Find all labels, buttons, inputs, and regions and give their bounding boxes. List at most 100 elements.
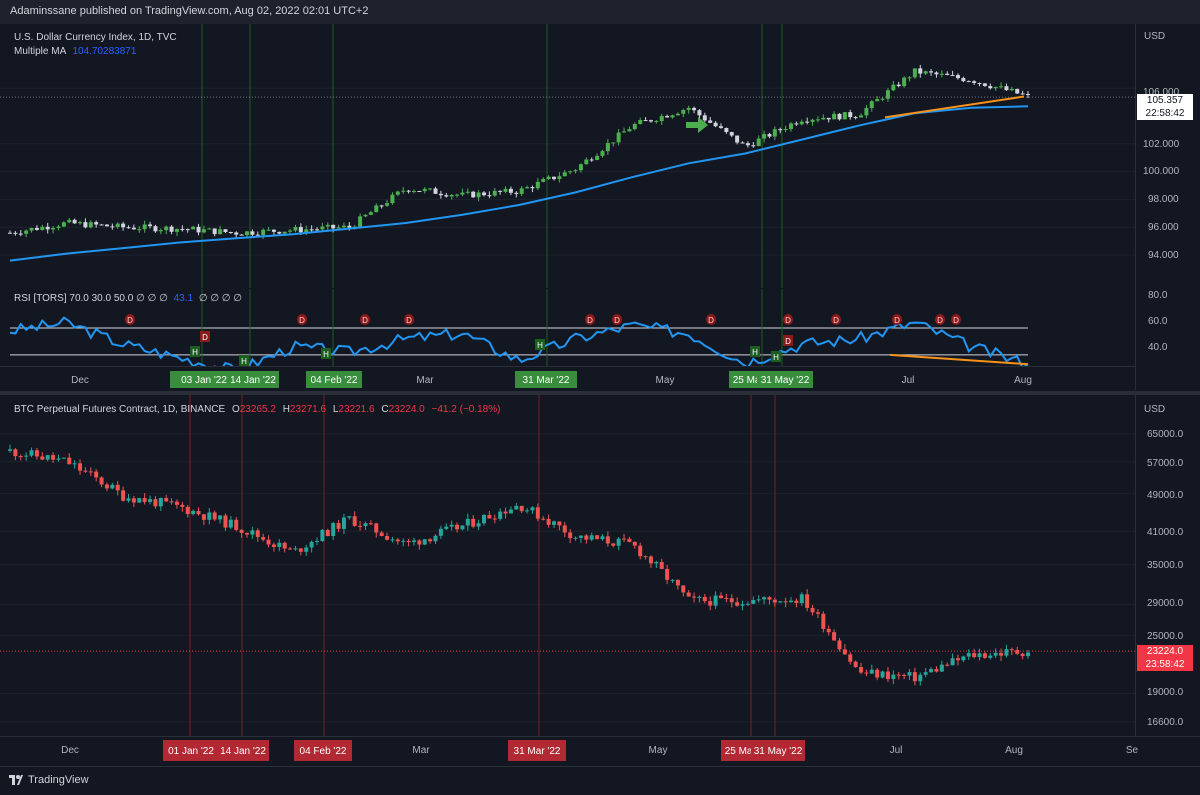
dxy-candle — [131, 227, 136, 230]
divergence-badge-d-label: D — [299, 316, 305, 325]
btc-candle — [115, 484, 120, 491]
btc-candle — [546, 518, 551, 525]
btc-candle — [589, 535, 594, 540]
dxy-chart[interactable] — [0, 24, 1135, 288]
divergence-badge-h — [190, 346, 200, 357]
btc-candle — [110, 484, 115, 489]
btc-candle — [756, 599, 761, 601]
btc-candle — [185, 506, 190, 515]
btc-candle — [325, 529, 330, 536]
published-text: Adaminssane published on TradingView.com… — [10, 5, 369, 17]
dxy-candle — [756, 138, 761, 146]
dxy-candle — [697, 110, 702, 116]
btc-candle — [358, 525, 363, 527]
btc-candle — [934, 669, 939, 672]
btc-candle — [24, 455, 29, 457]
date-marker-label: 31 Mar '22 — [523, 375, 570, 386]
date-marker-tag — [508, 740, 566, 761]
dxy-candle — [331, 224, 336, 229]
btc-candle — [557, 521, 562, 526]
dxy-title: U.S. Dollar Currency Index, 1D, TVC — [14, 32, 177, 43]
dxy-candle — [950, 74, 955, 76]
dxy-candle — [659, 116, 664, 122]
btc-time-axis[interactable]: Dec Mar May Jul Aug Se 01 Jan '22 14 Jan '22 04 … — [0, 736, 1200, 767]
btc-candle — [972, 653, 977, 658]
btc-chart[interactable] — [0, 395, 1135, 736]
dxy-candle — [557, 176, 562, 180]
dxy-candle — [24, 230, 29, 234]
btc-candle — [223, 515, 228, 528]
pane-divider[interactable] — [0, 391, 1200, 395]
dxy-candle — [740, 142, 745, 144]
btc-candle — [562, 525, 567, 533]
btc-price-axis[interactable]: USD 65000.0 57000.0 49000.0 41000.0 3500… — [1135, 395, 1200, 736]
btc-candle — [778, 601, 783, 603]
dxy-candle — [293, 227, 298, 231]
btc-tick-29000: 29000.0 — [1147, 598, 1184, 609]
dxy-candle — [390, 194, 395, 204]
btc-pane[interactable]: BTC Perpetual Futures Contract, 1D, BINA… — [0, 395, 1135, 736]
btc-candle — [859, 667, 864, 673]
divergence-badge-h-label: H — [192, 348, 198, 357]
dxy-candle — [859, 115, 864, 118]
btc-candle — [508, 509, 513, 514]
rsi-tick-60: 60.0 — [1148, 316, 1168, 327]
dxy-candle — [718, 126, 723, 128]
btc-candle — [465, 518, 470, 526]
btc-candle — [94, 471, 99, 478]
dxy-candle — [99, 224, 104, 226]
dxy-candle — [595, 155, 600, 160]
divergence-badge-d-label: D — [833, 316, 839, 325]
btc-candle — [363, 523, 368, 527]
time-tick-label: Dec — [71, 375, 89, 386]
divergence-badge-h-label: H — [752, 348, 758, 357]
dxy-candle — [627, 129, 632, 132]
dxy-time-axis[interactable]: Dec Mar May Jul Aug 03 Jan '22 14 Jan '22 04 Fe… — [0, 366, 1135, 391]
date-marker-label: 31 Mar '22 — [514, 746, 561, 757]
btc-candle — [799, 594, 804, 604]
btc-candle — [837, 640, 842, 650]
btc-candle — [460, 525, 465, 530]
dxy-candle — [153, 226, 158, 232]
btc-candle — [735, 602, 740, 606]
date-marker-label: 14 Jan '22 — [220, 746, 266, 757]
divergence-badge-d — [585, 314, 595, 325]
btc-candle — [745, 603, 750, 605]
dxy-candle — [578, 164, 583, 171]
dxy-candle — [481, 192, 486, 196]
divergence-badge-h-label: H — [537, 341, 543, 350]
dxy-candle — [875, 99, 880, 102]
dxy-candle — [277, 231, 282, 234]
btc-candle — [923, 672, 928, 675]
dxy-candle — [902, 77, 907, 87]
dxy-pane[interactable]: U.S. Dollar Currency Index, 1D, TVC Mult… — [0, 24, 1135, 288]
btc-candle — [622, 538, 627, 540]
divergence-badge-d-label: D — [708, 316, 714, 325]
btc-candle — [665, 568, 670, 580]
dxy-candle — [713, 122, 718, 127]
btc-title: BTC Perpetual Futures Contract, 1D, BINA… — [14, 404, 226, 415]
btc-candle — [444, 526, 449, 529]
dxy-candle — [29, 227, 34, 231]
dxy-candle — [675, 113, 680, 116]
btc-candle — [164, 498, 169, 502]
publisher-bar: Adaminssane published on TradingView.com… — [0, 0, 1200, 24]
btc-candle — [244, 532, 249, 535]
dxy-candle — [767, 134, 772, 137]
dxy-price-axis[interactable]: USD 106.000 102.000 100.000 98.000 96.00… — [1135, 24, 1200, 390]
btc-candle — [153, 499, 158, 507]
btc-candle — [487, 515, 492, 519]
btc-candle — [826, 628, 831, 633]
btc-candle — [708, 601, 713, 606]
dxy-candle — [912, 68, 917, 78]
dxy-candle — [525, 187, 530, 189]
dxy-candle — [993, 86, 998, 89]
dxy-candle — [169, 226, 174, 232]
dxy-candle — [368, 212, 373, 215]
btc-candle — [34, 450, 39, 457]
date-marker-label: 04 Feb '22 — [311, 375, 358, 386]
dxy-candle — [325, 224, 330, 227]
dxy-candle — [535, 181, 540, 189]
dxy-currency: USD — [1144, 31, 1166, 42]
dxy-candle — [783, 129, 788, 131]
